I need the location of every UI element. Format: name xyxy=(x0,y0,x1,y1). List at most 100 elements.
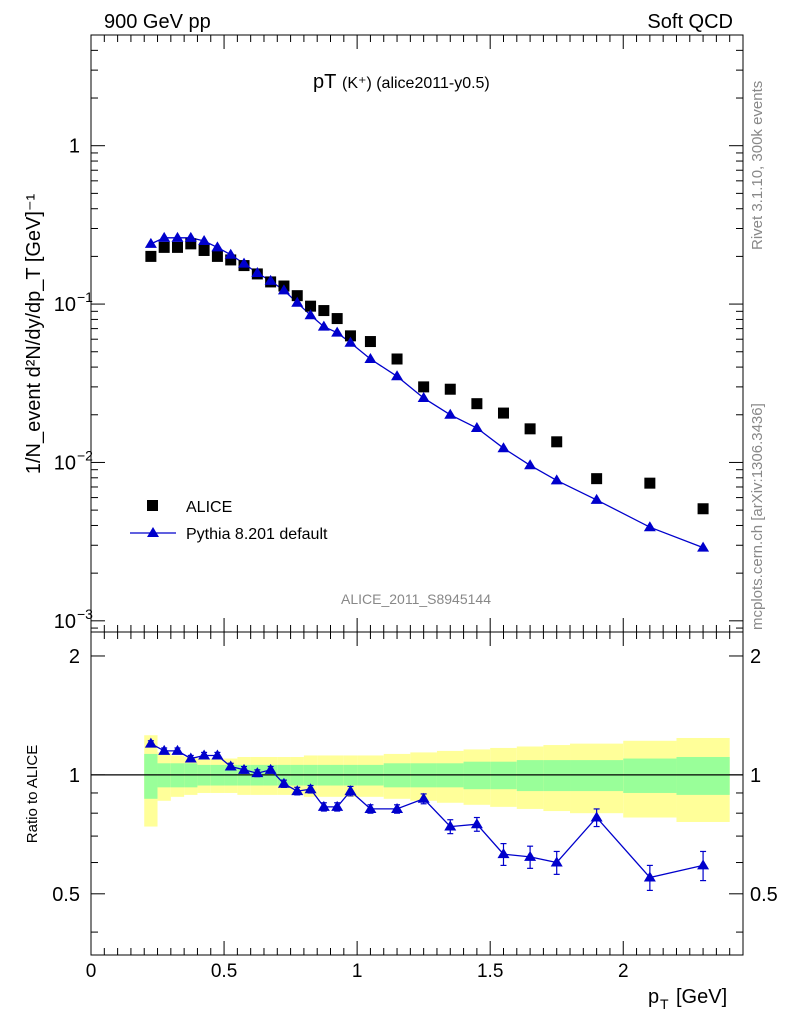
pythia-point xyxy=(344,336,357,347)
alice-point xyxy=(145,250,157,262)
main-panel: 10 −310 −210 −11 xyxy=(54,34,743,633)
pythia-point xyxy=(331,326,344,337)
main-y-tick-label: 1 xyxy=(69,136,80,158)
rivet-label: Rivet 3.1.10, 300k events xyxy=(749,81,766,250)
ratio-point xyxy=(184,752,197,763)
main-y-axis-label: 1/N_event d²N/dy/dp_T [GeV]⁻¹ xyxy=(23,194,45,475)
pythia-point xyxy=(144,237,157,248)
pythia-point xyxy=(171,231,184,242)
ratio-point xyxy=(251,767,264,778)
main-y-tick-label: 10 xyxy=(54,611,76,633)
legend-pythia-marker xyxy=(147,527,159,537)
x-tick-label: 2 xyxy=(618,961,629,982)
plot-title: pT xyxy=(313,71,336,93)
pythia-point xyxy=(224,248,237,259)
ratio-point xyxy=(158,744,171,755)
alice-point xyxy=(524,423,536,435)
alice-point xyxy=(211,250,223,262)
ratio-point xyxy=(304,783,317,794)
legend-alice-marker xyxy=(147,500,158,511)
pythia-point xyxy=(317,320,330,331)
analysis-tag: ALICE_2011_S8945144 xyxy=(341,591,491,607)
ratio-point xyxy=(238,763,251,774)
plot-subtitle: (K⁺) (alice2011-y0.5) xyxy=(342,75,490,92)
alice-point xyxy=(644,477,656,489)
ratio-inner-band xyxy=(676,756,730,795)
main-y-tick-label-exponent: −3 xyxy=(77,606,93,622)
pythia-point xyxy=(364,352,377,363)
ratio-point xyxy=(317,800,330,811)
alice-point xyxy=(291,290,303,302)
x-tick-label: 0.5 xyxy=(211,961,237,982)
x-axis-label-main: p xyxy=(648,986,659,1008)
ratio-point xyxy=(144,737,157,748)
pythia-point xyxy=(550,474,563,485)
ratio-point xyxy=(417,792,430,803)
ratio-point xyxy=(444,820,457,831)
ratio-point xyxy=(550,856,563,867)
legend-alice-label: ALICE xyxy=(186,499,232,516)
ratio-inner-band xyxy=(516,760,544,792)
pythia-point xyxy=(304,309,317,320)
x-axis-label-unit: [GeV] xyxy=(676,986,727,1008)
pythia-point xyxy=(470,422,483,433)
pythia-point xyxy=(524,459,537,470)
alice-point xyxy=(471,398,483,410)
pythia-point xyxy=(697,541,710,552)
alice-point xyxy=(331,313,343,325)
alice-point xyxy=(364,336,376,348)
pythia-point xyxy=(238,257,251,268)
pythia-point xyxy=(277,284,290,295)
ratio-point xyxy=(198,749,211,760)
ratio-point xyxy=(224,760,237,771)
alice-point xyxy=(497,407,509,419)
pythia-point xyxy=(444,408,457,419)
alice-point xyxy=(225,254,237,266)
ratio-frame xyxy=(90,631,744,956)
alice-point xyxy=(185,238,197,250)
ratio-point xyxy=(643,871,656,882)
ratio-point xyxy=(291,785,304,796)
pythia-point xyxy=(590,493,603,504)
ratio-point xyxy=(211,749,224,760)
ratio-point xyxy=(524,850,537,861)
ratio-y-tick-label: 1 xyxy=(69,765,80,787)
ratio-point xyxy=(497,848,510,859)
main-y-tick-label-exponent: −1 xyxy=(77,289,93,305)
ratio-point xyxy=(470,818,483,829)
mcplots-label: mcplots.cern.ch [arXiv:1306.3436] xyxy=(749,403,766,630)
x-tick-label: 1 xyxy=(352,961,363,982)
pythia-point xyxy=(251,267,264,278)
pythia-point xyxy=(184,231,197,242)
alice-point xyxy=(318,305,330,317)
pythia-point xyxy=(643,521,656,532)
ratio-point xyxy=(264,763,277,774)
pythia-point xyxy=(264,274,277,285)
legend-pythia-label: Pythia 8.201 default xyxy=(186,526,328,543)
ratio-inner-band xyxy=(144,753,158,799)
alice-point xyxy=(344,330,356,342)
ratio-panel: 0 0.5 1 1.5 2 0.5 0.5 1 1 2 2 xyxy=(52,632,778,982)
alice-point xyxy=(158,241,170,253)
alice-point xyxy=(697,503,709,515)
x-tick-label: 0 xyxy=(86,961,97,982)
legend: ALICE Pythia 8.201 default xyxy=(130,499,328,543)
x-axis-label: p T [GeV] xyxy=(648,986,727,1012)
ratio-inner-band xyxy=(570,760,624,792)
alice-point xyxy=(591,473,603,485)
header-right: Soft QCD xyxy=(647,11,733,33)
ratio-point xyxy=(331,800,344,811)
main-y-tick-label-exponent: −2 xyxy=(77,447,93,463)
alice-point xyxy=(391,353,403,365)
ratio-y-tick-label: 0.5 xyxy=(52,884,80,906)
alice-point xyxy=(444,383,456,395)
ratio-y-tick-label-right: 2 xyxy=(750,646,761,668)
pythia-point xyxy=(198,235,211,246)
pythia-point xyxy=(211,241,224,252)
ratio-y-axis-label: Ratio to ALICE xyxy=(24,745,41,843)
ratio-point xyxy=(697,859,710,870)
ratio-inner-band xyxy=(543,760,571,792)
header-left: 900 GeV pp xyxy=(104,11,211,33)
alice-point xyxy=(305,300,317,312)
